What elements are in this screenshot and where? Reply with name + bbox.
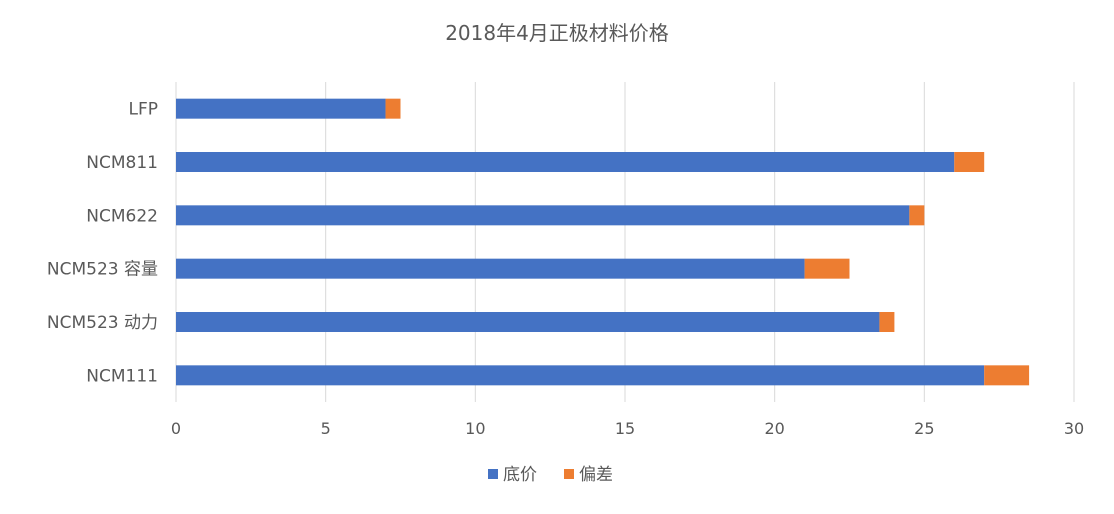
bar-base-price <box>176 365 985 386</box>
bar-deviation <box>879 312 895 332</box>
bar-deviation <box>385 98 401 119</box>
x-tick-label: 10 <box>465 419 485 438</box>
legend-label: 偏差 <box>579 465 613 485</box>
bar-base-price <box>176 205 910 226</box>
bar-base-price <box>176 152 955 172</box>
category-label: LFP <box>128 100 158 120</box>
bar-base-price <box>176 258 805 279</box>
bars <box>176 98 1030 386</box>
x-tick-label: 30 <box>1064 419 1084 438</box>
gridlines <box>175 82 1075 402</box>
category-label: NCM811 <box>86 153 158 173</box>
bar-base-price <box>176 312 880 332</box>
x-tick-label: 20 <box>764 419 784 438</box>
bar-base-price <box>176 98 386 119</box>
category-label: NCM111 <box>86 366 158 386</box>
legend: 底价 偏差 <box>488 465 613 485</box>
x-tick-label: 25 <box>914 419 934 438</box>
x-tick-label: 15 <box>615 419 635 438</box>
x-axis-ticks: 0 5 10 15 20 25 30 <box>171 419 1084 438</box>
legend-swatch <box>564 469 574 479</box>
bar-deviation <box>984 365 1030 386</box>
bar-deviation <box>804 258 850 279</box>
category-label: NCM523 容量 <box>47 260 158 280</box>
chart-title: 2018年4月正极材料价格 <box>445 21 669 45</box>
bar-deviation <box>909 205 925 226</box>
bar-deviation <box>954 152 985 172</box>
x-tick-label: 0 <box>171 419 181 438</box>
legend-swatch <box>488 469 498 479</box>
x-tick-label: 5 <box>321 419 331 438</box>
category-label: NCM622 <box>86 206 158 226</box>
legend-label: 底价 <box>503 465 537 485</box>
category-labels: LFP NCM811 NCM622 NCM523 容量 NCM523 动力 NCM111 <box>47 100 158 387</box>
category-label: NCM523 动力 <box>47 313 158 333</box>
